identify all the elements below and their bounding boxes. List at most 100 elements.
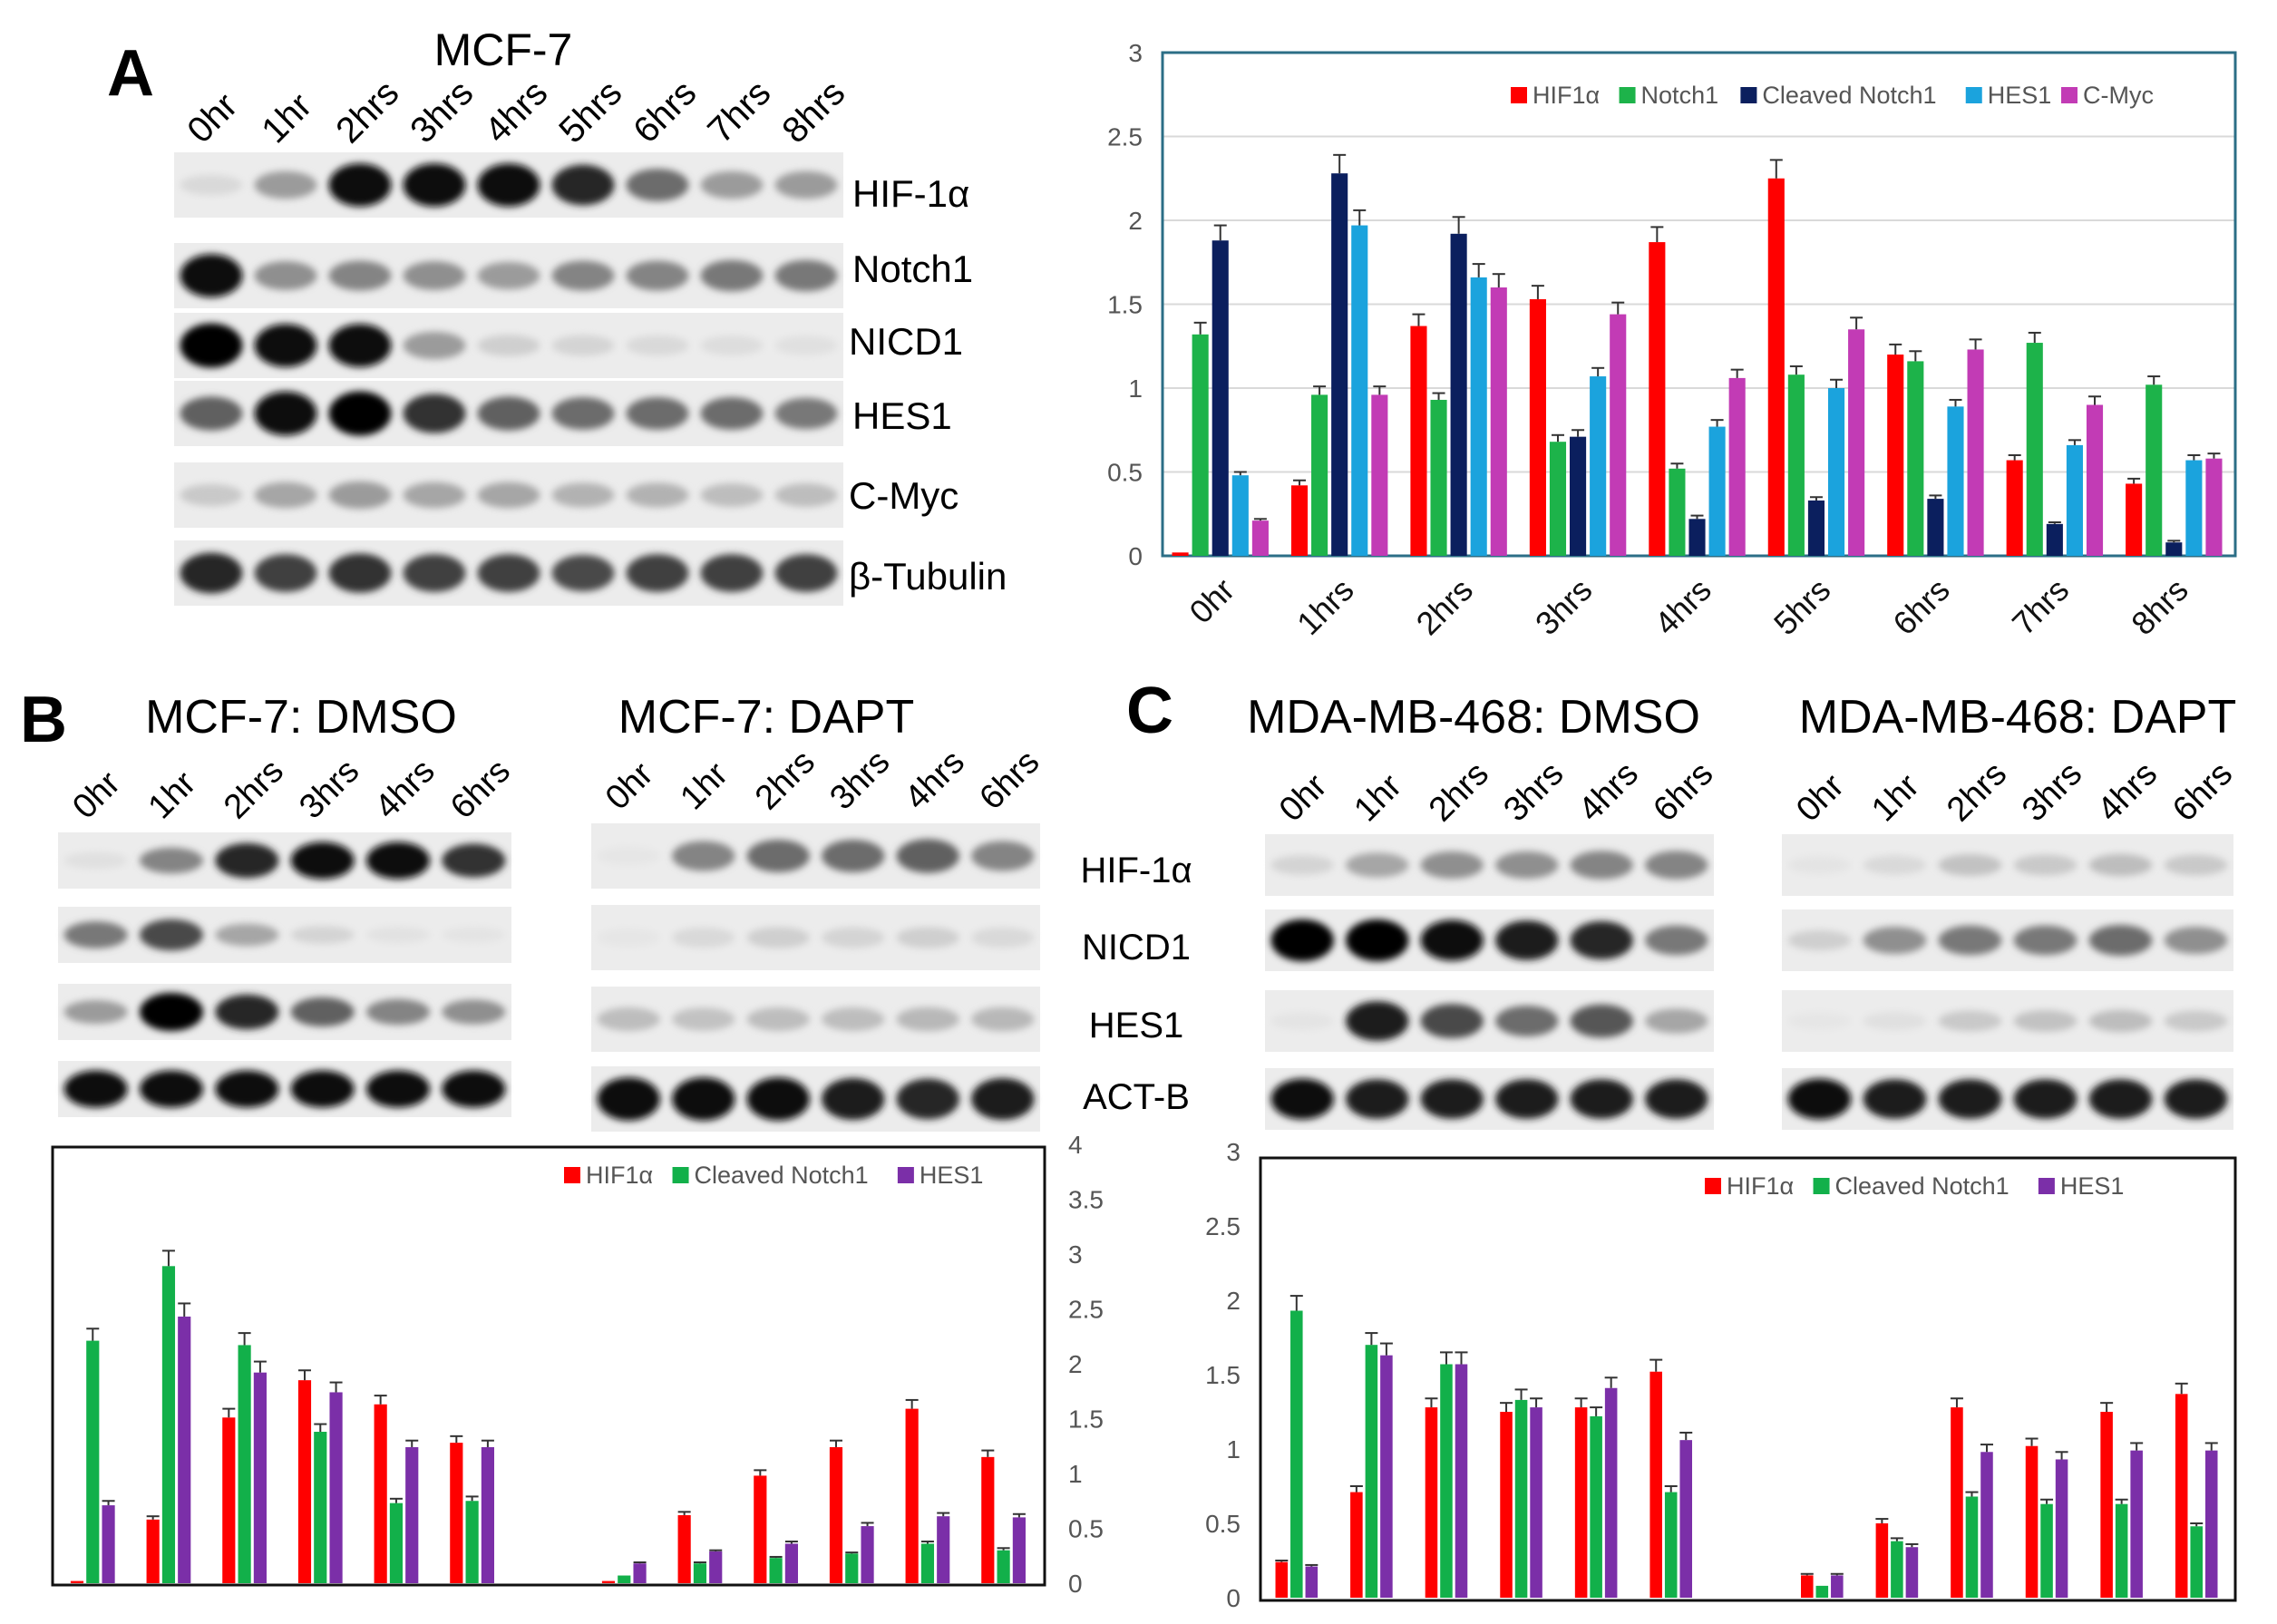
bar [465,1501,479,1583]
blot-band [1938,1079,2002,1119]
blot-band [626,554,689,592]
y-tick-label: 1 [1226,1435,1241,1464]
bar [1371,394,1388,556]
blot-band [774,335,838,355]
lane-label: 8hrs [774,73,852,151]
bar [769,1558,783,1583]
y-tick-label: 2.5 [1107,123,1143,151]
blot-strip [1782,990,2233,1052]
y-tick-label: 4 [1068,1131,1083,1159]
blot-band [366,841,430,880]
legend-label: C-Myc [2083,82,2154,109]
blot-band [1938,854,2002,876]
blot-label: HIF-1α [852,172,969,215]
legend-label: Cleaved Notch1 [1762,82,1936,109]
y-tick-label: 1 [1068,1460,1083,1488]
blot-band [254,324,317,367]
blot-band [822,840,885,872]
blot-band [971,1006,1035,1032]
blot-band [597,1077,660,1121]
y-tick-label: 0 [1128,542,1143,570]
blot-band [896,839,959,873]
x-tick-label: 0hr [1182,571,1241,631]
blot-band [2013,1010,2078,1032]
bar [1827,388,1845,556]
bar [1192,334,1209,556]
blot-strip [591,987,1040,1052]
bar [1767,178,1785,556]
bar [2025,1445,2039,1598]
blot-band [477,261,540,290]
x-tick-label: 3hrs [1528,571,1600,643]
lane-label: 6hrs [443,752,518,826]
bar [1905,1547,1919,1598]
bar [1350,1492,1363,1598]
blot-band [1346,919,1409,962]
blot-band [328,481,392,510]
blot-strip [591,1066,1040,1132]
blot-band [1495,1006,1559,1036]
lane-label: 6hrs [2165,754,2240,829]
blot-band [140,992,203,1032]
bar [1875,1523,1889,1598]
blot-band [254,391,317,436]
blot-band [1495,920,1559,960]
y-tick-label: 3 [1068,1240,1083,1269]
blot-band [551,335,615,356]
chart_b: 0 0.5 1 1.5 2 2.5 3 3.5 4 HIF1α Cleaved Notch1 HES1 [51,1131,1104,1598]
y-tick-label: 3 [1128,39,1143,67]
bar [1951,1407,1963,1598]
blot-band [1645,1008,1708,1034]
bar [845,1553,859,1583]
blot-band [477,163,540,207]
blot-band [180,174,243,196]
bar [1530,1407,1542,1598]
blot-band [551,164,615,206]
legend-label: HES1 [1988,82,2052,109]
bar [1012,1517,1026,1583]
bar [693,1563,707,1583]
blot-band [403,331,466,360]
lane-label: 2hrs [328,73,406,151]
legend-label: Cleaved Notch1 [695,1162,869,1189]
blot-strip [58,907,511,963]
blot-band [672,1077,735,1121]
blot-band [1495,1079,1559,1119]
bar [374,1404,387,1583]
blot-band [180,483,243,507]
blot-band [1270,1078,1334,1120]
blot-band [672,1007,735,1031]
lane-label: 3hrs [1496,754,1571,829]
blot-strip [1782,1068,2233,1130]
blot-panel-b-dmso: 0hr 1hr 2hrs 3hrs 4hrs 6hrs [58,752,518,1117]
bar [1290,1310,1303,1598]
chart-frame [51,1145,1046,1587]
blot-band [746,840,810,872]
bar [1590,1415,1602,1598]
bar [1965,1496,1979,1598]
blot-strip [591,823,1040,889]
legend-swatch [2038,1178,2055,1194]
blot-band [1863,1011,1927,1031]
blot-band [2164,854,2228,876]
bar [1708,426,1726,556]
blot-band [551,260,615,291]
bar [238,1345,251,1583]
bar [1669,468,1686,556]
bar [314,1432,327,1583]
y-tick-label: 1 [1128,374,1143,403]
bar [1311,394,1328,556]
blot-band [626,169,689,201]
blot-band [1270,919,1334,962]
bar [1490,287,1507,556]
blot-label: ACT-B [1083,1077,1190,1117]
blot-band [700,335,764,355]
blot-strip [1265,990,1714,1052]
bar [981,1456,995,1583]
blot-band [63,999,128,1025]
bar [1380,1355,1393,1598]
bar [2126,483,2143,556]
blot-label: C-Myc [849,474,958,517]
blot-band [403,261,466,290]
blot-band [180,396,243,431]
